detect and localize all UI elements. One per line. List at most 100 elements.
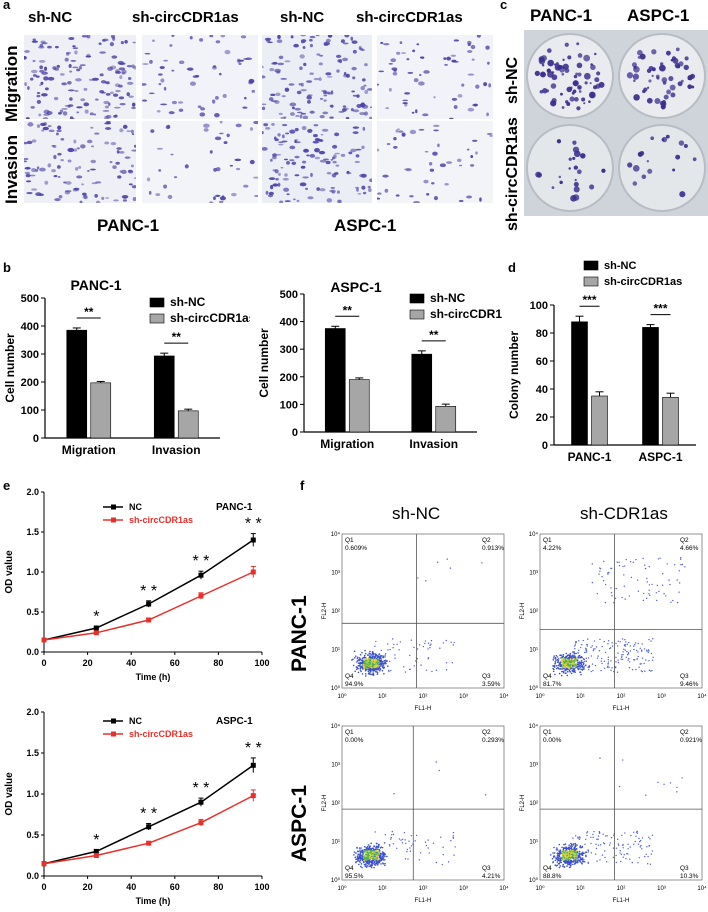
event-dot: [606, 835, 608, 837]
event-dot: [378, 666, 381, 668]
stained-cell: [240, 35, 247, 39]
stained-cell: [211, 65, 217, 70]
stained-cell: [67, 159, 72, 163]
event-dot: [388, 844, 391, 846]
event-dot: [370, 851, 372, 854]
event-dot: [645, 597, 648, 600]
event-dot: [581, 852, 584, 855]
stained-cell: [382, 174, 389, 178]
stained-cell: [359, 47, 364, 51]
event-dot: [386, 665, 389, 668]
stained-cell: [72, 66, 79, 69]
colony: [632, 73, 640, 80]
event-dot: [373, 666, 376, 669]
event-dot: [376, 850, 378, 853]
colony: [554, 64, 562, 71]
event-dot: [366, 853, 368, 856]
stained-cell: [218, 72, 222, 76]
stained-cell: [278, 143, 284, 146]
event-dot: [635, 831, 638, 833]
stained-cell: [293, 198, 296, 201]
event-dot: [361, 850, 363, 853]
event-dot: [407, 858, 409, 860]
stained-cell: [89, 112, 94, 116]
stained-cell: [314, 156, 321, 160]
stained-cell: [126, 81, 134, 85]
event-dot: [587, 849, 589, 851]
colony: [666, 89, 672, 95]
event-dot: [373, 659, 376, 661]
colony: [660, 62, 664, 66]
event-dot: [596, 592, 598, 595]
stained-cell: [142, 99, 148, 102]
stained-cell: [99, 51, 107, 54]
stained-cell: [340, 39, 345, 44]
event-dot: [363, 845, 366, 848]
stained-cell: [156, 109, 161, 113]
event-dot: [481, 562, 483, 564]
event-dot: [567, 858, 570, 860]
stained-cell: [341, 108, 347, 112]
stained-cell: [78, 65, 82, 70]
stained-cell: [177, 101, 184, 104]
stained-cell: [289, 145, 296, 150]
stained-cell: [476, 35, 481, 38]
legend-label: sh-circCDR1as: [604, 276, 682, 288]
stained-cell: [306, 95, 312, 100]
event-dot: [578, 852, 581, 855]
stained-cell: [428, 162, 433, 166]
event-dot: [374, 855, 376, 858]
event-dot: [646, 863, 649, 865]
event-dot: [369, 854, 372, 856]
legend-swatch: [149, 313, 165, 324]
event-dot: [584, 851, 587, 853]
y-tick-label: 0: [292, 427, 298, 439]
event-dot: [573, 855, 575, 858]
event-dot: [432, 842, 435, 844]
event-dot: [599, 638, 601, 641]
event-dot: [380, 655, 383, 657]
stained-cell: [302, 45, 306, 49]
event-dot: [380, 664, 383, 666]
event-dot: [586, 645, 588, 647]
event-dot: [367, 852, 370, 854]
y-tick-label: 0.0: [26, 647, 39, 657]
event-dot: [355, 858, 357, 861]
stained-cell: [212, 99, 216, 104]
stained-cell: [43, 109, 50, 114]
stained-cell: [475, 151, 478, 155]
stained-cell: [277, 184, 281, 186]
event-dot: [410, 835, 413, 837]
event-dot: [666, 563, 668, 565]
stained-cell: [213, 167, 217, 172]
event-dot: [570, 842, 572, 845]
colony: [577, 72, 582, 77]
stained-cell: [189, 36, 193, 40]
colony: [687, 84, 693, 90]
stained-cell: [313, 77, 320, 81]
event-dot: [366, 849, 369, 852]
stained-cell: [367, 185, 371, 189]
stained-cell: [343, 74, 349, 78]
event-dot: [563, 866, 566, 868]
event-dot: [356, 860, 359, 862]
event-dot: [622, 856, 624, 858]
event-dot: [376, 854, 379, 857]
event-dot: [441, 863, 443, 866]
stained-cell: [334, 132, 340, 137]
event-dot: [574, 851, 576, 854]
event-dot: [648, 638, 650, 641]
event-dot: [591, 645, 594, 647]
event-dot: [600, 660, 603, 662]
event-dot: [384, 656, 386, 658]
stained-cell: [63, 181, 67, 184]
event-dot: [371, 850, 373, 852]
stained-cell: [127, 77, 132, 81]
event-dot: [622, 847, 624, 849]
event-dot: [615, 656, 617, 658]
event-dot: [384, 864, 386, 867]
stained-cell: [88, 78, 95, 81]
x-axis-label: Time (h): [136, 672, 171, 682]
y-tick-label: 300: [280, 344, 298, 356]
event-dot: [363, 859, 365, 862]
